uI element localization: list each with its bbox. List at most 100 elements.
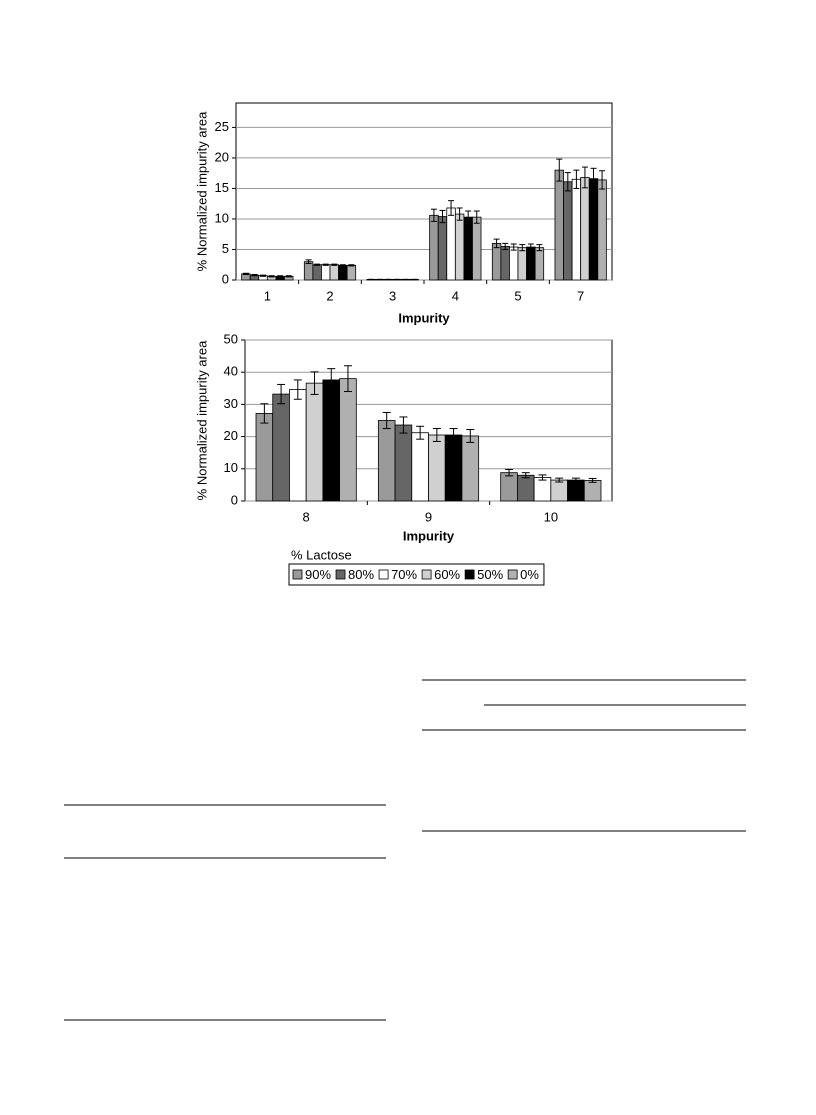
- error-bar: [268, 275, 275, 278]
- bar: [429, 214, 439, 281]
- bar: [454, 213, 465, 281]
- y-tick-label: 10: [215, 210, 229, 225]
- bar: [491, 242, 502, 281]
- y-tick-label: 25: [215, 119, 229, 134]
- error-bar: [521, 472, 530, 479]
- bar: [550, 479, 568, 502]
- error-bar: [432, 428, 441, 442]
- error-bar: [456, 207, 463, 221]
- bar: [338, 264, 348, 281]
- error-bar: [448, 200, 455, 216]
- legend-label: 60%: [434, 567, 460, 582]
- error-bar: [581, 166, 588, 189]
- bar: [554, 169, 564, 281]
- error-bar: [293, 379, 302, 400]
- bar: [472, 216, 482, 281]
- legend-swatch: [421, 569, 432, 580]
- error-bar: [505, 468, 514, 477]
- error-bar: [343, 365, 352, 393]
- x-axis-label: Impurity: [398, 310, 450, 325]
- y-tick-label: 20: [215, 149, 229, 164]
- error-bar: [502, 242, 509, 250]
- error-bar: [310, 371, 319, 395]
- x-tick-label: 8: [303, 509, 310, 524]
- error-bar: [527, 243, 534, 251]
- bar: [272, 393, 290, 502]
- error-bar: [466, 429, 475, 443]
- bar: [597, 179, 607, 281]
- error-bar: [590, 167, 597, 190]
- error-bar: [260, 274, 267, 277]
- error-bar: [348, 264, 355, 267]
- bar: [500, 472, 518, 502]
- bar: [446, 207, 456, 281]
- bar: [583, 479, 602, 502]
- x-tick-label: 10: [544, 509, 558, 524]
- error-bar: [251, 274, 258, 277]
- error-bar: [430, 208, 437, 222]
- bar: [563, 181, 573, 281]
- error-bar: [314, 263, 321, 266]
- y-tick-label: 10: [224, 460, 238, 475]
- legend-swatch: [507, 569, 518, 580]
- bar: [428, 434, 446, 502]
- error-bar: [322, 263, 329, 266]
- error-bar: [556, 158, 563, 182]
- legend-label: 80%: [348, 567, 374, 582]
- legend-swatch: [378, 569, 389, 580]
- bar: [394, 424, 413, 502]
- y-axis-label: % Normalized impurity area: [194, 340, 209, 500]
- bar: [411, 432, 429, 502]
- bar: [305, 382, 324, 502]
- error-bar: [277, 275, 284, 278]
- error-bar: [242, 272, 249, 276]
- error-bar: [260, 403, 269, 424]
- error-bar: [573, 169, 580, 189]
- x-tick-label: 1: [264, 288, 271, 303]
- legend-label: 70%: [391, 567, 417, 582]
- legend-swatch: [292, 569, 303, 580]
- y-tick-label: 40: [224, 364, 238, 379]
- bar: [437, 216, 448, 281]
- bar: [517, 247, 527, 281]
- bar: [526, 246, 536, 281]
- error-bar: [536, 244, 543, 252]
- error-bar: [416, 425, 425, 440]
- legend-label: 90%: [305, 567, 331, 582]
- x-tick-label: 9: [425, 509, 432, 524]
- error-bar: [493, 238, 500, 249]
- x-tick-label: 2: [326, 288, 333, 303]
- bar: [533, 477, 552, 502]
- bar: [516, 474, 535, 502]
- y-tick-label: 0: [231, 492, 238, 507]
- y-tick-label: 20: [224, 428, 238, 443]
- table-rules: [64, 679, 746, 1021]
- error-bar: [449, 428, 458, 442]
- error-bar: [571, 477, 580, 483]
- error-bar: [331, 263, 338, 266]
- error-bar: [327, 368, 336, 392]
- error-bar: [564, 172, 571, 192]
- bar: [463, 216, 473, 281]
- error-bar: [473, 210, 480, 224]
- x-tick-label: 3: [389, 288, 396, 303]
- bar: [329, 264, 339, 281]
- error-bar: [599, 170, 606, 190]
- error-bar: [382, 411, 391, 430]
- bar: [509, 246, 519, 281]
- bar: [534, 247, 545, 281]
- error-bar: [510, 243, 517, 251]
- bar: [567, 479, 585, 502]
- bar: [346, 264, 357, 281]
- legend-swatch: [464, 569, 475, 580]
- bar: [588, 178, 599, 281]
- bar: [321, 264, 331, 281]
- y-axis-label: % Normalized impurity area: [194, 111, 209, 271]
- bar: [339, 378, 357, 502]
- legend-label: 50%: [477, 567, 503, 582]
- bar: [322, 379, 341, 502]
- y-tick-label: 30: [224, 396, 238, 411]
- legend-swatch: [335, 569, 346, 580]
- error-bar: [588, 477, 597, 483]
- error-bar: [399, 416, 408, 434]
